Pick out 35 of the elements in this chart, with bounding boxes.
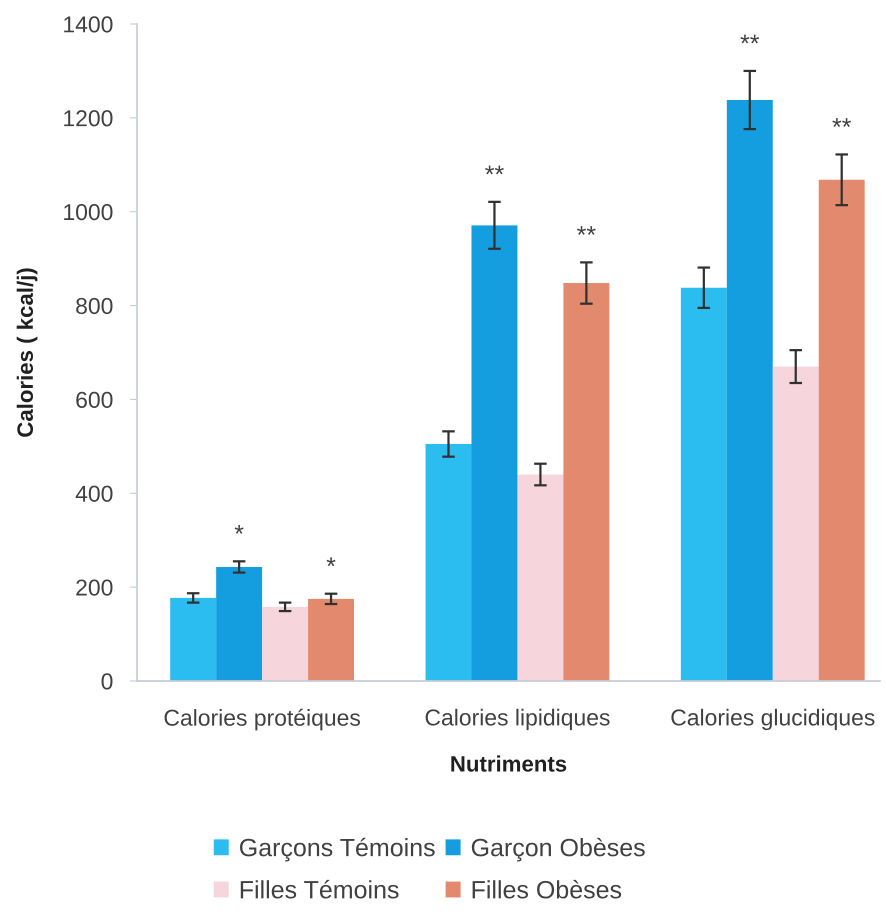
y-tick-label: 800 (76, 298, 112, 314)
bar (471, 225, 518, 681)
bar (517, 474, 564, 681)
bar (680, 288, 727, 681)
data-label: ** (740, 34, 760, 44)
y-tick-label: 1200 (64, 110, 112, 126)
y-tick-label: 400 (76, 486, 112, 502)
y-tick-label: 200 (76, 579, 112, 596)
bar (170, 598, 216, 681)
y-tick-label: 1400 (64, 16, 112, 33)
legend-label: Filles Obèses (472, 880, 622, 899)
x-axis-title: Nutriments (451, 755, 566, 772)
data-label: ** (485, 166, 504, 174)
bar (216, 566, 262, 681)
legend-label: Filles Témoins (240, 880, 399, 899)
bar (818, 180, 865, 681)
x-tick-label: Calories lipidiques (426, 708, 610, 730)
data-label: ** (577, 226, 596, 235)
data-label: ** (832, 118, 852, 127)
y-axis-title: Calories ( kcal/j) (16, 268, 38, 437)
y-tick-label: 600 (76, 392, 112, 408)
legend-label: Garçon Obèses (472, 838, 645, 862)
legend-label: Garçons Témoins (240, 838, 435, 862)
bar (772, 366, 819, 681)
data-label: * (326, 557, 336, 566)
bar (308, 598, 354, 681)
x-tick-label: Calories protéiques (164, 708, 360, 730)
bar (726, 100, 773, 681)
data-label: * (234, 525, 244, 534)
bar (426, 444, 472, 681)
bar (563, 283, 610, 681)
bar (262, 606, 308, 681)
x-tick-label: Calories glucidiques (671, 708, 874, 730)
y-tick-label: 1000 (64, 204, 112, 220)
y-tick-label: 0 (102, 673, 112, 690)
